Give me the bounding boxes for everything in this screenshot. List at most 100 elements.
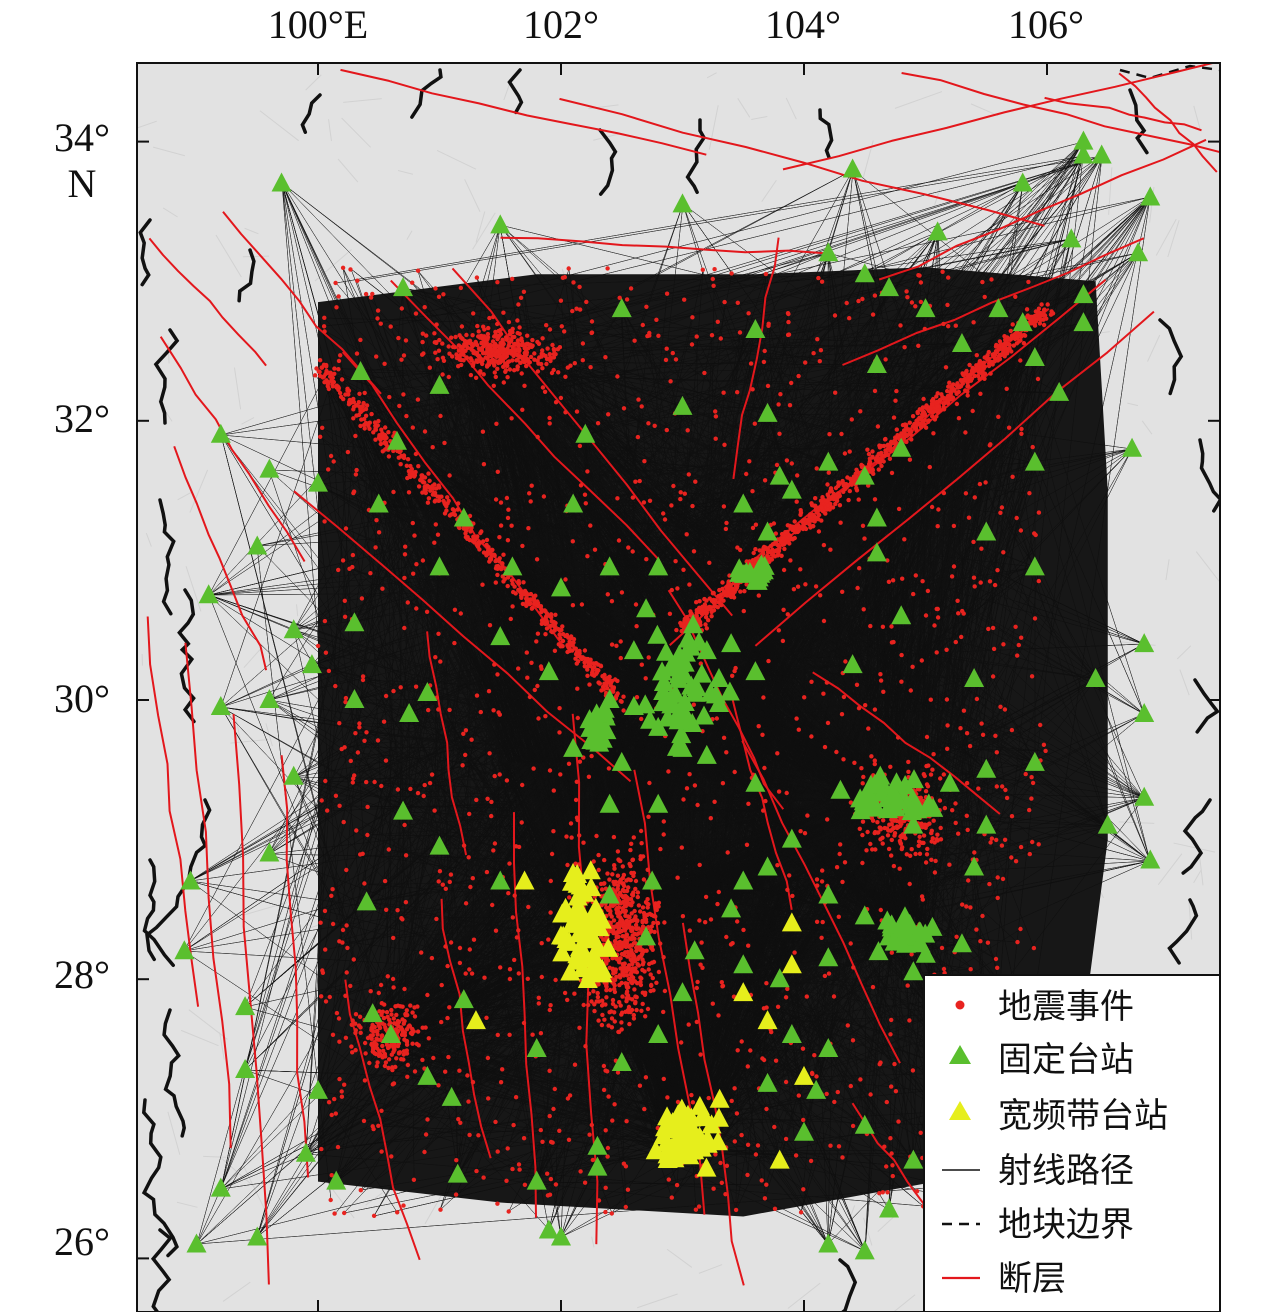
- earthquake-event-dot: [1045, 302, 1050, 307]
- fixed-station-triangle: [1024, 556, 1045, 576]
- earthquake-event-dot: [458, 344, 463, 349]
- earthquake-event-dot: [369, 411, 374, 417]
- fixed-station-triangle: [818, 947, 839, 967]
- earthquake-event-dot: [408, 786, 413, 792]
- fixed-station-triangle: [344, 689, 365, 708]
- earthquake-event-dot: [925, 784, 931, 789]
- earthquake-event-dot: [566, 1137, 572, 1143]
- earthquake-event-dot: [815, 337, 820, 342]
- earthquake-event-dot: [631, 1012, 636, 1018]
- earthquake-event-dot: [357, 725, 362, 730]
- fixed-station-triangle: [429, 374, 450, 394]
- fixed-station-triangle: [678, 628, 699, 648]
- earthquake-event-dot: [859, 464, 865, 470]
- earthquake-event-dot: [620, 864, 625, 869]
- earthquake-event-dot: [798, 512, 803, 517]
- earthquake-event-dot: [887, 822, 892, 827]
- earthquake-event-dot: [557, 706, 562, 711]
- earthquake-event-dot: [404, 1042, 410, 1047]
- earthquake-event-dot: [656, 900, 662, 905]
- earthquake-event-dot: [533, 593, 538, 598]
- earthquake-event-dot: [919, 821, 924, 826]
- earthquake-event-dot: [688, 609, 693, 614]
- earthquake-event-dot: [515, 364, 520, 370]
- earthquake-event-dot: [360, 674, 366, 679]
- earthquake-event-dot: [1009, 814, 1015, 819]
- earthquake-event-dot: [468, 528, 474, 533]
- earthquake-event-dot: [503, 369, 508, 374]
- earthquake-event-dot: [796, 727, 801, 732]
- fixed-station-triangle: [648, 793, 669, 813]
- earthquake-event-dot: [891, 639, 896, 645]
- fault-line: [732, 237, 780, 480]
- earthquake-event-dot: [787, 403, 793, 408]
- topo-stroke: [365, 1192, 383, 1206]
- earthquake-event-dot: [1014, 515, 1019, 521]
- earthquake-event-dot: [837, 493, 842, 499]
- earthquake-event-dot: [697, 918, 702, 923]
- earthquake-event-dot: [422, 1149, 427, 1155]
- earthquake-event-dot: [869, 469, 874, 474]
- earthquake-event-dot: [945, 723, 950, 728]
- fixed-station-triangle: [538, 1219, 559, 1239]
- earthquake-event-dot: [764, 1005, 769, 1010]
- earthquake-event-dot: [735, 300, 740, 305]
- earthquake-event-dot: [339, 377, 345, 382]
- earthquake-event-dot: [540, 348, 545, 353]
- earthquake-event-dot: [426, 471, 431, 476]
- earthquake-event-dot: [527, 601, 533, 607]
- earthquake-event-dot: [402, 575, 407, 581]
- earthquake-event-dot: [512, 893, 517, 898]
- earthquake-event-dot: [831, 495, 836, 500]
- earthquake-event-dot: [577, 833, 582, 838]
- earthquake-event-dot: [923, 860, 929, 865]
- earthquake-event-dot: [487, 315, 492, 321]
- earthquake-event-dot: [759, 1178, 764, 1183]
- earthquake-event-dot: [696, 1204, 702, 1209]
- earthquake-event-dot: [1015, 653, 1020, 658]
- fixed-station-triangle: [1134, 786, 1155, 806]
- earthquake-event-dot: [804, 994, 809, 999]
- earthquake-event-dot: [530, 1032, 535, 1037]
- fixed-station-triangle: [1012, 172, 1033, 192]
- earthquake-event-dot: [329, 1173, 334, 1178]
- earthquake-event-dot: [513, 348, 518, 353]
- topo-stroke: [1173, 842, 1216, 853]
- earthquake-event-dot: [382, 1002, 387, 1007]
- earthquake-event-dot: [507, 331, 513, 337]
- fault-line: [222, 211, 382, 395]
- earthquake-event-dot: [772, 549, 777, 554]
- earthquake-event-dot: [794, 716, 799, 721]
- earthquake-event-dot: [464, 332, 469, 338]
- earthquake-event-dot: [868, 1092, 873, 1097]
- earthquake-event-dot: [619, 1012, 624, 1017]
- earthquake-event-dot: [380, 449, 385, 454]
- broadband-station-triangle: [677, 1104, 698, 1124]
- topo-stroke: [233, 367, 242, 410]
- earthquake-event-dot: [629, 943, 635, 948]
- earthquake-event-dot: [414, 1041, 420, 1047]
- topo-stroke: [185, 566, 202, 612]
- earthquake-event-dot: [507, 1032, 512, 1038]
- fixed-station-triangle: [683, 614, 704, 634]
- earthquake-event-dot: [791, 587, 797, 592]
- earthquake-event-dot: [881, 443, 887, 449]
- earthquake-event-dot: [374, 354, 379, 359]
- earthquake-event-dot: [800, 1046, 806, 1051]
- earthquake-event-dot: [721, 735, 727, 740]
- earthquake-event-dot: [762, 765, 767, 771]
- earthquake-event-dot: [361, 1118, 367, 1124]
- earthquake-event-dot: [703, 615, 709, 620]
- earthquake-event-dot: [673, 559, 678, 564]
- earthquake-event-dot: [382, 878, 388, 884]
- earthquake-event-dot: [892, 1061, 897, 1067]
- earthquake-event-dot: [401, 353, 407, 358]
- earthquake-event-dot: [964, 813, 969, 818]
- broadband-station-triangle: [514, 870, 535, 890]
- earthquake-event-dot: [764, 1182, 769, 1187]
- fixed-stations: [174, 130, 1161, 1260]
- earthquake-event-dot: [546, 937, 551, 942]
- earthquake-event-dot: [412, 533, 417, 538]
- earthquake-event-dot: [548, 1003, 553, 1008]
